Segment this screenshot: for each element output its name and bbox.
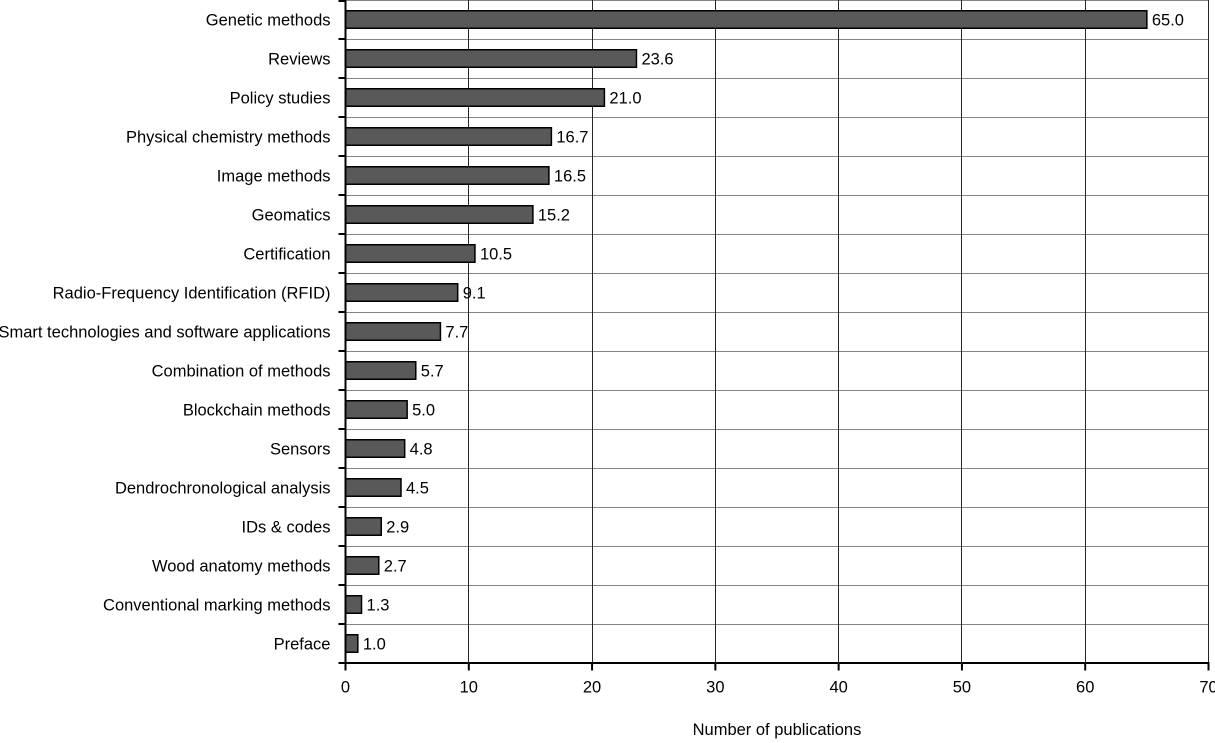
svg-text:5.0: 5.0 [412, 402, 435, 420]
svg-text:20: 20 [583, 679, 601, 697]
svg-text:Number of publications: Number of publications [693, 721, 862, 739]
svg-text:Dendrochronological analysis: Dendrochronological analysis [115, 480, 331, 498]
svg-text:15.2: 15.2 [538, 207, 570, 225]
svg-text:30: 30 [706, 679, 724, 697]
svg-text:10: 10 [460, 679, 478, 697]
svg-text:40: 40 [829, 679, 847, 697]
svg-text:Geomatics: Geomatics [252, 207, 331, 225]
svg-text:50: 50 [953, 679, 971, 697]
svg-text:9.1: 9.1 [463, 285, 486, 303]
svg-text:0: 0 [341, 679, 350, 697]
svg-text:2.9: 2.9 [386, 519, 409, 537]
svg-text:Preface: Preface [274, 636, 331, 654]
svg-text:70: 70 [1199, 679, 1215, 697]
svg-text:Genetic methods: Genetic methods [206, 12, 331, 30]
svg-text:Policy studies: Policy studies [230, 90, 331, 108]
svg-text:Certification: Certification [243, 246, 330, 264]
svg-text:Physical chemistry methods: Physical chemistry methods [126, 129, 331, 147]
svg-text:21.0: 21.0 [609, 90, 641, 108]
svg-text:IDs & codes: IDs & codes [242, 519, 331, 537]
svg-text:60: 60 [1076, 679, 1094, 697]
svg-text:Conventional marking methods: Conventional marking methods [103, 597, 330, 615]
svg-text:Image methods: Image methods [217, 168, 331, 186]
svg-text:1.3: 1.3 [367, 597, 390, 615]
svg-text:Combination of methods: Combination of methods [152, 363, 331, 381]
svg-text:4.5: 4.5 [406, 480, 429, 498]
svg-text:16.7: 16.7 [556, 129, 588, 147]
svg-text:23.6: 23.6 [641, 51, 673, 69]
svg-text:2.7: 2.7 [384, 558, 407, 576]
svg-text:Blockchain methods: Blockchain methods [183, 402, 331, 420]
svg-text:Radio-Frequency Identification: Radio-Frequency Identification (RFID) [53, 285, 331, 303]
svg-text:Wood anatomy methods: Wood anatomy methods [152, 558, 331, 576]
svg-text:Reviews: Reviews [268, 51, 330, 69]
svg-text:5.7: 5.7 [421, 363, 444, 381]
svg-text:1.0: 1.0 [363, 636, 386, 654]
svg-text:10.5: 10.5 [480, 246, 512, 264]
svg-text:4.8: 4.8 [410, 441, 433, 459]
svg-text:16.5: 16.5 [554, 168, 586, 186]
svg-text:Smart technologies and softwar: Smart technologies and software applicat… [0, 324, 331, 342]
svg-text:65.0: 65.0 [1152, 12, 1184, 30]
svg-text:7.7: 7.7 [445, 324, 468, 342]
svg-text:Sensors: Sensors [270, 441, 331, 459]
